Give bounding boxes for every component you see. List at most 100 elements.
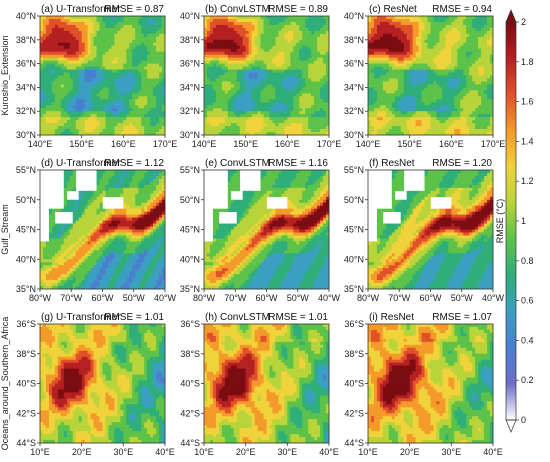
panel-title: (h) ConvLSTM	[205, 312, 270, 323]
x-tick-label: 70°W	[60, 293, 83, 303]
y-tick-label: 50°N	[344, 195, 364, 205]
y-tick-label: 42°S	[16, 408, 36, 418]
x-tick-label: 150°E	[233, 139, 258, 149]
y-tick-label: 36°N	[344, 59, 364, 69]
x-tick-label: 70°W	[224, 293, 247, 303]
y-tick-label: 36°N	[16, 59, 36, 69]
x-tick-label: 20°E	[236, 447, 256, 457]
panel-title: (f) ResNet	[369, 158, 415, 169]
colorbar-title: RMSE (°C)	[495, 199, 505, 244]
y-tick-label: 45°N	[16, 225, 36, 235]
y-tick-label: 44°S	[344, 438, 364, 448]
x-tick-label: 170°E	[317, 139, 342, 149]
y-tick-label: 50°N	[16, 195, 36, 205]
rmse-label: RMSE = 0.87	[104, 4, 164, 15]
x-tick-label: 140°E	[192, 139, 217, 149]
colorbar-tick-label: 0.4	[521, 335, 534, 345]
heatmap-cells	[40, 16, 166, 136]
rmse-label: RMSE = 1.12	[104, 158, 164, 169]
y-tick-label: 44°S	[180, 438, 200, 448]
y-tick-label: 42°S	[344, 408, 364, 418]
y-tick-label: 36°N	[180, 59, 200, 69]
x-tick-label: 140°E	[356, 139, 381, 149]
colorbar-tick-label: 1.2	[521, 176, 534, 186]
y-tick-label: 36°S	[16, 319, 36, 329]
panel-frame	[367, 15, 494, 136]
rmse-label: RMSE = 1.01	[268, 312, 328, 323]
colorbar-tick-label: 2	[521, 17, 526, 27]
y-tick-label: 36°S	[344, 319, 364, 329]
y-tick-label: 35°N	[180, 284, 200, 294]
x-tick-label: 20°E	[400, 447, 420, 457]
y-tick-label: 30°N	[344, 130, 364, 140]
y-tick-label: 38°N	[180, 35, 200, 45]
x-tick-label: 10°E	[194, 447, 214, 457]
y-tick-label: 30°N	[16, 130, 36, 140]
panel-title: (i) ResNet	[369, 312, 414, 323]
row-label: Oceans_around_Southern_Africa	[0, 317, 10, 451]
x-tick-label: 50°W	[287, 293, 310, 303]
rmse-label: RMSE = 1.01	[104, 312, 164, 323]
panel-frame	[203, 15, 330, 136]
x-tick-label: 30°E	[442, 447, 462, 457]
x-tick-label: 170°E	[153, 139, 178, 149]
y-tick-label: 34°N	[180, 82, 200, 92]
y-tick-label: 40°S	[16, 379, 36, 389]
x-tick-label: 80°W	[357, 293, 380, 303]
y-tick-label: 32°N	[16, 106, 36, 116]
x-tick-label: 40°W	[482, 293, 505, 303]
y-tick-label: 44°S	[16, 438, 36, 448]
x-tick-label: 40°W	[318, 293, 341, 303]
y-tick-label: 38°S	[16, 349, 36, 359]
y-tick-label: 30°N	[180, 130, 200, 140]
heatmap-cells	[368, 324, 494, 444]
colorbar: 2 1.8 1.6 1.4 1.2 1 0.8 0.6 0.4 0.2 0 RMSE (°C)	[495, 9, 534, 433]
x-tick-label: 160°E	[111, 139, 136, 149]
x-tick-label: 50°W	[451, 293, 474, 303]
y-tick-label: 40°N	[16, 11, 36, 21]
heatmap-cells	[204, 170, 330, 290]
x-tick-label: 170°E	[481, 139, 506, 149]
x-tick-label: 140°E	[28, 139, 53, 149]
y-tick-label: 38°N	[344, 35, 364, 45]
y-tick-label: 35°N	[16, 284, 36, 294]
rmse-label: RMSE = 1.16	[268, 158, 328, 169]
colorbar-tick-label: 1	[521, 216, 526, 226]
panel-title: (g) U-Transformer	[41, 312, 121, 323]
colorbar-gradient	[506, 22, 516, 420]
x-tick-label: 60°W	[255, 293, 278, 303]
panel-f: (f) ResNet RMSE = 1.20 80°W 70°W 60°W 50°W 40°…	[344, 158, 505, 303]
x-tick-label: 160°E	[439, 139, 464, 149]
x-tick-label: 50°W	[123, 293, 146, 303]
x-tick-label: 70°W	[388, 293, 411, 303]
colorbar-tick-label: 0.8	[521, 256, 534, 266]
x-tick-label: 20°E	[72, 447, 92, 457]
heatmap-cells	[204, 324, 330, 444]
panel-c: (c) ResNet RMSE = 0.94 140°E 150°E 160°E 170°…	[344, 4, 505, 149]
panel-title: (e) ConvLSTM	[205, 158, 270, 169]
x-tick-label: 60°W	[419, 293, 442, 303]
colorbar-tick-label: 1.6	[521, 97, 534, 107]
x-tick-label: 80°W	[29, 293, 52, 303]
y-tick-label: 32°N	[180, 106, 200, 116]
x-tick-label: 80°W	[193, 293, 216, 303]
y-tick-label: 40°N	[180, 254, 200, 264]
y-tick-label: 40°N	[344, 11, 364, 21]
colorbar-tick-label: 0.2	[521, 375, 534, 385]
x-tick-label: 30°E	[278, 447, 298, 457]
y-tick-label: 35°N	[344, 284, 364, 294]
rmse-label: RMSE = 0.94	[432, 4, 492, 15]
panel-title: (d) U-Transformer	[41, 158, 121, 169]
y-tick-label: 40°N	[180, 11, 200, 21]
x-tick-label: 40°E	[483, 447, 503, 457]
x-tick-label: 60°W	[91, 293, 114, 303]
panel-i: (i) ResNet RMSE = 1.07 10°E 20°E 30°E 40°E 36°…	[344, 312, 502, 457]
rmse-label: RMSE = 1.07	[432, 312, 492, 323]
x-tick-label: 40°E	[155, 447, 175, 457]
colorbar-max-extend	[505, 9, 517, 23]
colorbar-tick-label: 1.8	[521, 57, 534, 67]
y-tick-label: 38°S	[344, 349, 364, 359]
